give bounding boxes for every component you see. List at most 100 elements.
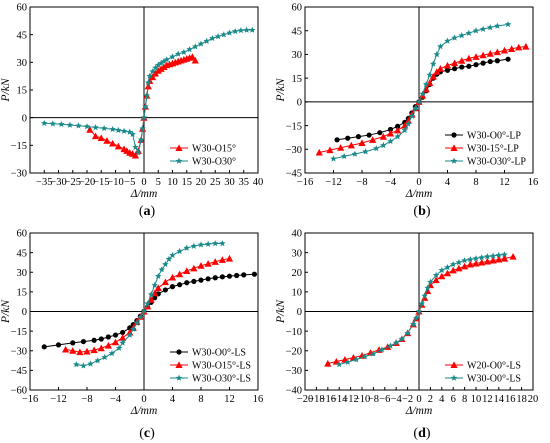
- panel-b-x-tick-label: 12: [499, 177, 510, 188]
- panel-a-series-2-point: [115, 126, 122, 133]
- panel-b-y-tick-label: 15: [292, 74, 303, 85]
- panel-d-x-tick-label: −10: [354, 394, 370, 405]
- panel-d-series-1-point: [478, 258, 486, 266]
- panel-c-series-3-point: [183, 244, 190, 251]
- panel-a-series-2-point: [49, 120, 57, 127]
- panel-b-series-2-point: [486, 50, 494, 57]
- panel-d-x-tick-label: −14: [331, 394, 348, 405]
- panel-b-series-2-point: [404, 117, 412, 124]
- panel-a-series-2-point: [58, 120, 65, 128]
- panel-a-series-1-point: [191, 56, 199, 64]
- panel-a-series-2-point: [231, 27, 239, 35]
- panel-c-y-tick-label: 60: [17, 229, 28, 240]
- panel-c-series-2-point: [111, 338, 120, 346]
- panel-d-series-2-point: [353, 356, 360, 363]
- panel-d-series-2-point: [424, 284, 431, 291]
- panel-d-y-tick-label: −20: [286, 346, 302, 357]
- panel-c-series-2-point: [147, 296, 155, 303]
- panel-d-y-tick-label: 30: [292, 248, 303, 259]
- panel-a-series-2-point: [192, 43, 199, 50]
- panel-d-y-tick-label: 20: [292, 268, 303, 279]
- panel-d-y-tick-label: 10: [292, 288, 303, 299]
- panel-d-chart: −20−18−16−14−12−10−8 −6 −4 −2 0 2 4 6 8 10 12 14 16 1…: [275, 229, 538, 441]
- panel-a-series-2-point: [129, 130, 136, 138]
- panel-a-series-2-point: [100, 124, 108, 132]
- panel-b-series-3-point: [444, 37, 451, 44]
- panel-c-series-1-point: [70, 340, 76, 346]
- panel-b-y-axis-label: P/kN: [275, 77, 287, 102]
- panel-d-series-2-point: [461, 257, 468, 264]
- panel-c-series-1-point: [184, 280, 190, 286]
- panel-c-series-1-point: [251, 271, 258, 277]
- panel-a-y-tick-label: −30: [11, 169, 27, 180]
- panel-b-y-tick-label: 60: [292, 3, 303, 14]
- panel-a-series-1-point: [109, 139, 117, 147]
- panel-a-y-tick-label: −15: [11, 141, 27, 152]
- panel-b-series-1-point: [487, 58, 493, 65]
- panel-b-legend-label: W30-15°-LP: [467, 144, 519, 155]
- panel-c-series-3-point: [108, 349, 116, 357]
- panel-d-series-2-point: [335, 361, 343, 368]
- panel-b-series-3-line: [333, 23, 509, 160]
- panel-c-series-2-point: [62, 345, 70, 353]
- panel-a-series-2-point: [163, 56, 171, 63]
- panel-d-x-tick-label: 14: [494, 394, 505, 405]
- panel-a-x-tick-label: −20: [79, 177, 95, 188]
- panel-a-series-1-point: [103, 137, 111, 144]
- panel-c-series-3-point: [190, 242, 198, 249]
- panel-b-y-tick-label: −30: [286, 145, 302, 156]
- panel-c-series-2-point: [190, 264, 198, 272]
- panel-b-series-2-point: [379, 133, 387, 140]
- panel-d-series-1-point: [438, 272, 446, 280]
- panel-d-series-2-point: [432, 271, 440, 278]
- panel-d-series-2-point: [344, 358, 351, 365]
- panel-d-y-axis-label: P/kN: [275, 299, 287, 324]
- panel-c-x-tick-label: 4: [170, 394, 176, 405]
- panel-a-y-tick-label: 45: [17, 30, 28, 41]
- panel-a-legend-label: W30-O15°: [192, 144, 236, 155]
- panel-c-series-2-point: [76, 348, 84, 356]
- panel-a-x-tick-label: 15: [182, 177, 193, 188]
- panel-c-series-3-point: [151, 281, 158, 289]
- panel-a-series-2-point: [83, 123, 91, 130]
- panel-c-series-1-point: [169, 284, 176, 290]
- panel-a-series-2-point: [41, 119, 48, 126]
- panel-d-legend-label: W30-O0°-LS: [467, 374, 521, 385]
- panel-c-y-tick-label: −30: [11, 346, 27, 357]
- panel-a-x-tick-label: −30: [50, 177, 66, 188]
- panel-b-series-3-point: [394, 133, 401, 140]
- panel-c-series-1-point: [91, 337, 97, 343]
- panel-c-chart: −16 −12 −8 −4 0 4 8 12 16 −60 −45 −30 −15 0 15 30 45 60 Δ/…: [0, 229, 263, 441]
- panel-a-panel-label: (a): [139, 204, 156, 219]
- panel-a-series-1-point: [86, 126, 94, 133]
- panel-d-series-2-point: [455, 259, 463, 266]
- panel-b-series-2-point: [433, 68, 441, 75]
- panel-a-series-2-point: [226, 29, 233, 36]
- panel-a-series-2-point: [143, 92, 151, 99]
- panel-a-series-2-point: [92, 124, 99, 131]
- panel-d-y-tick-label: 40: [292, 229, 303, 240]
- panel-b-series-3-point: [419, 90, 426, 97]
- panel-d-series-2-point: [484, 253, 491, 260]
- panel-b-legend-label: W30-O0°-LP: [467, 131, 521, 142]
- panel-c-series-3-point: [115, 344, 123, 351]
- panel-c-series-2-point: [83, 347, 91, 355]
- panel-a-series-1-point: [131, 151, 140, 159]
- panel-c-series-1-line: [44, 273, 255, 348]
- panel-c-series-2-point: [154, 284, 162, 292]
- panel-b-series-3-point: [401, 126, 408, 134]
- panel-d-x-axis-label: Δ/mm: [405, 405, 433, 417]
- panel-a-x-tick-label: 30: [224, 177, 235, 188]
- panel-d-legend-label: W20-O0°-LS: [467, 361, 521, 372]
- panel-c-x-tick-label: −12: [50, 394, 66, 405]
- panel-d-series-1-point: [461, 262, 469, 270]
- panel-c-legend-marker: [176, 349, 182, 355]
- panel-a-series-2-point: [160, 58, 168, 65]
- panel-d-series-1-point: [483, 257, 491, 265]
- panel-b-y-tick-label: 30: [292, 50, 303, 61]
- panel-c-series-3-point: [176, 247, 183, 255]
- panel-a-series-1-point: [157, 65, 165, 72]
- panel-a-series-2-point: [197, 40, 205, 47]
- panel-c-series-2-point: [183, 267, 191, 275]
